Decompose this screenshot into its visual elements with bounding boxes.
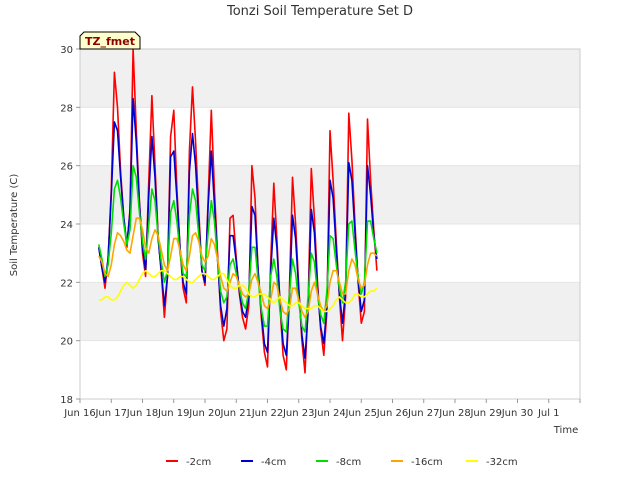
- annotation-label: TZ_fmet: [85, 35, 135, 48]
- x-tick-label: Jun 23: [282, 408, 315, 419]
- series-line-minus-32cm: [98, 269, 378, 313]
- legend-item: -16cm: [391, 457, 443, 468]
- x-tick-label: Jun 24: [313, 408, 346, 419]
- x-tick-label: Jun 28: [438, 408, 471, 419]
- y-tick-label: 22: [60, 278, 73, 289]
- x-tick-label: Jun 26: [376, 408, 409, 419]
- y-tick-label: 20: [60, 337, 73, 348]
- legend: -2cm -4cm -8cm -16cm -32cm: [166, 457, 518, 468]
- legend-label: -8cm: [336, 457, 361, 468]
- y-axis-label: Soil Temperature (C): [9, 174, 20, 277]
- x-tick-label: Jun 17: [94, 408, 127, 419]
- x-tick-label: Jul 1: [537, 408, 560, 419]
- chart-title: Tonzi Soil Temperature Set D: [226, 4, 413, 19]
- x-tick-label: Jun 25: [344, 408, 377, 419]
- y-tick-label: 28: [60, 103, 73, 114]
- series-line-minus-4cm: [98, 97, 378, 360]
- series-lines: [98, 48, 378, 374]
- x-tick-label: Jun 19: [157, 408, 190, 419]
- annotation-box: [79, 31, 141, 50]
- x-axis-ticks: Jun 16 Jun 17 Jun 18 Jun 19 Jun 20 Jun 21 Jun …: [63, 399, 581, 419]
- x-tick-label: Jun 29: [469, 408, 502, 419]
- legend-item: -2cm: [166, 457, 211, 468]
- legend-item: -8cm: [316, 457, 361, 468]
- tz-fmet-annotation: TZ_fmet: [79, 31, 141, 50]
- y-tick-label: 18: [60, 395, 73, 406]
- legend-label: -16cm: [411, 457, 443, 468]
- legend-label: -4cm: [261, 457, 286, 468]
- x-tick-label: Jun 22: [251, 408, 284, 419]
- y-axis-ticks: 18 20 22 24 26 28 30: [60, 45, 80, 406]
- x-axis-label: Time: [553, 425, 578, 436]
- y-tick-label: 30: [60, 45, 73, 56]
- legend-label: -2cm: [186, 457, 211, 468]
- x-tick-label: Jun 30: [501, 408, 534, 419]
- y-tick-label: 26: [60, 162, 73, 173]
- x-tick-label: Jun 21: [219, 408, 252, 419]
- x-tick-label: Jun 20: [188, 408, 221, 419]
- legend-label: -32cm: [486, 457, 518, 468]
- x-tick-label: Jun 18: [126, 408, 159, 419]
- grid-band: [80, 282, 580, 341]
- x-tick-label: Jun 27: [407, 408, 440, 419]
- series-line-minus-16cm: [98, 217, 378, 319]
- legend-item: -32cm: [466, 457, 518, 468]
- x-tick-label: Jun 16: [63, 408, 96, 419]
- legend-item: -4cm: [241, 457, 286, 468]
- y-tick-label: 24: [60, 220, 73, 231]
- grid-band: [80, 49, 580, 108]
